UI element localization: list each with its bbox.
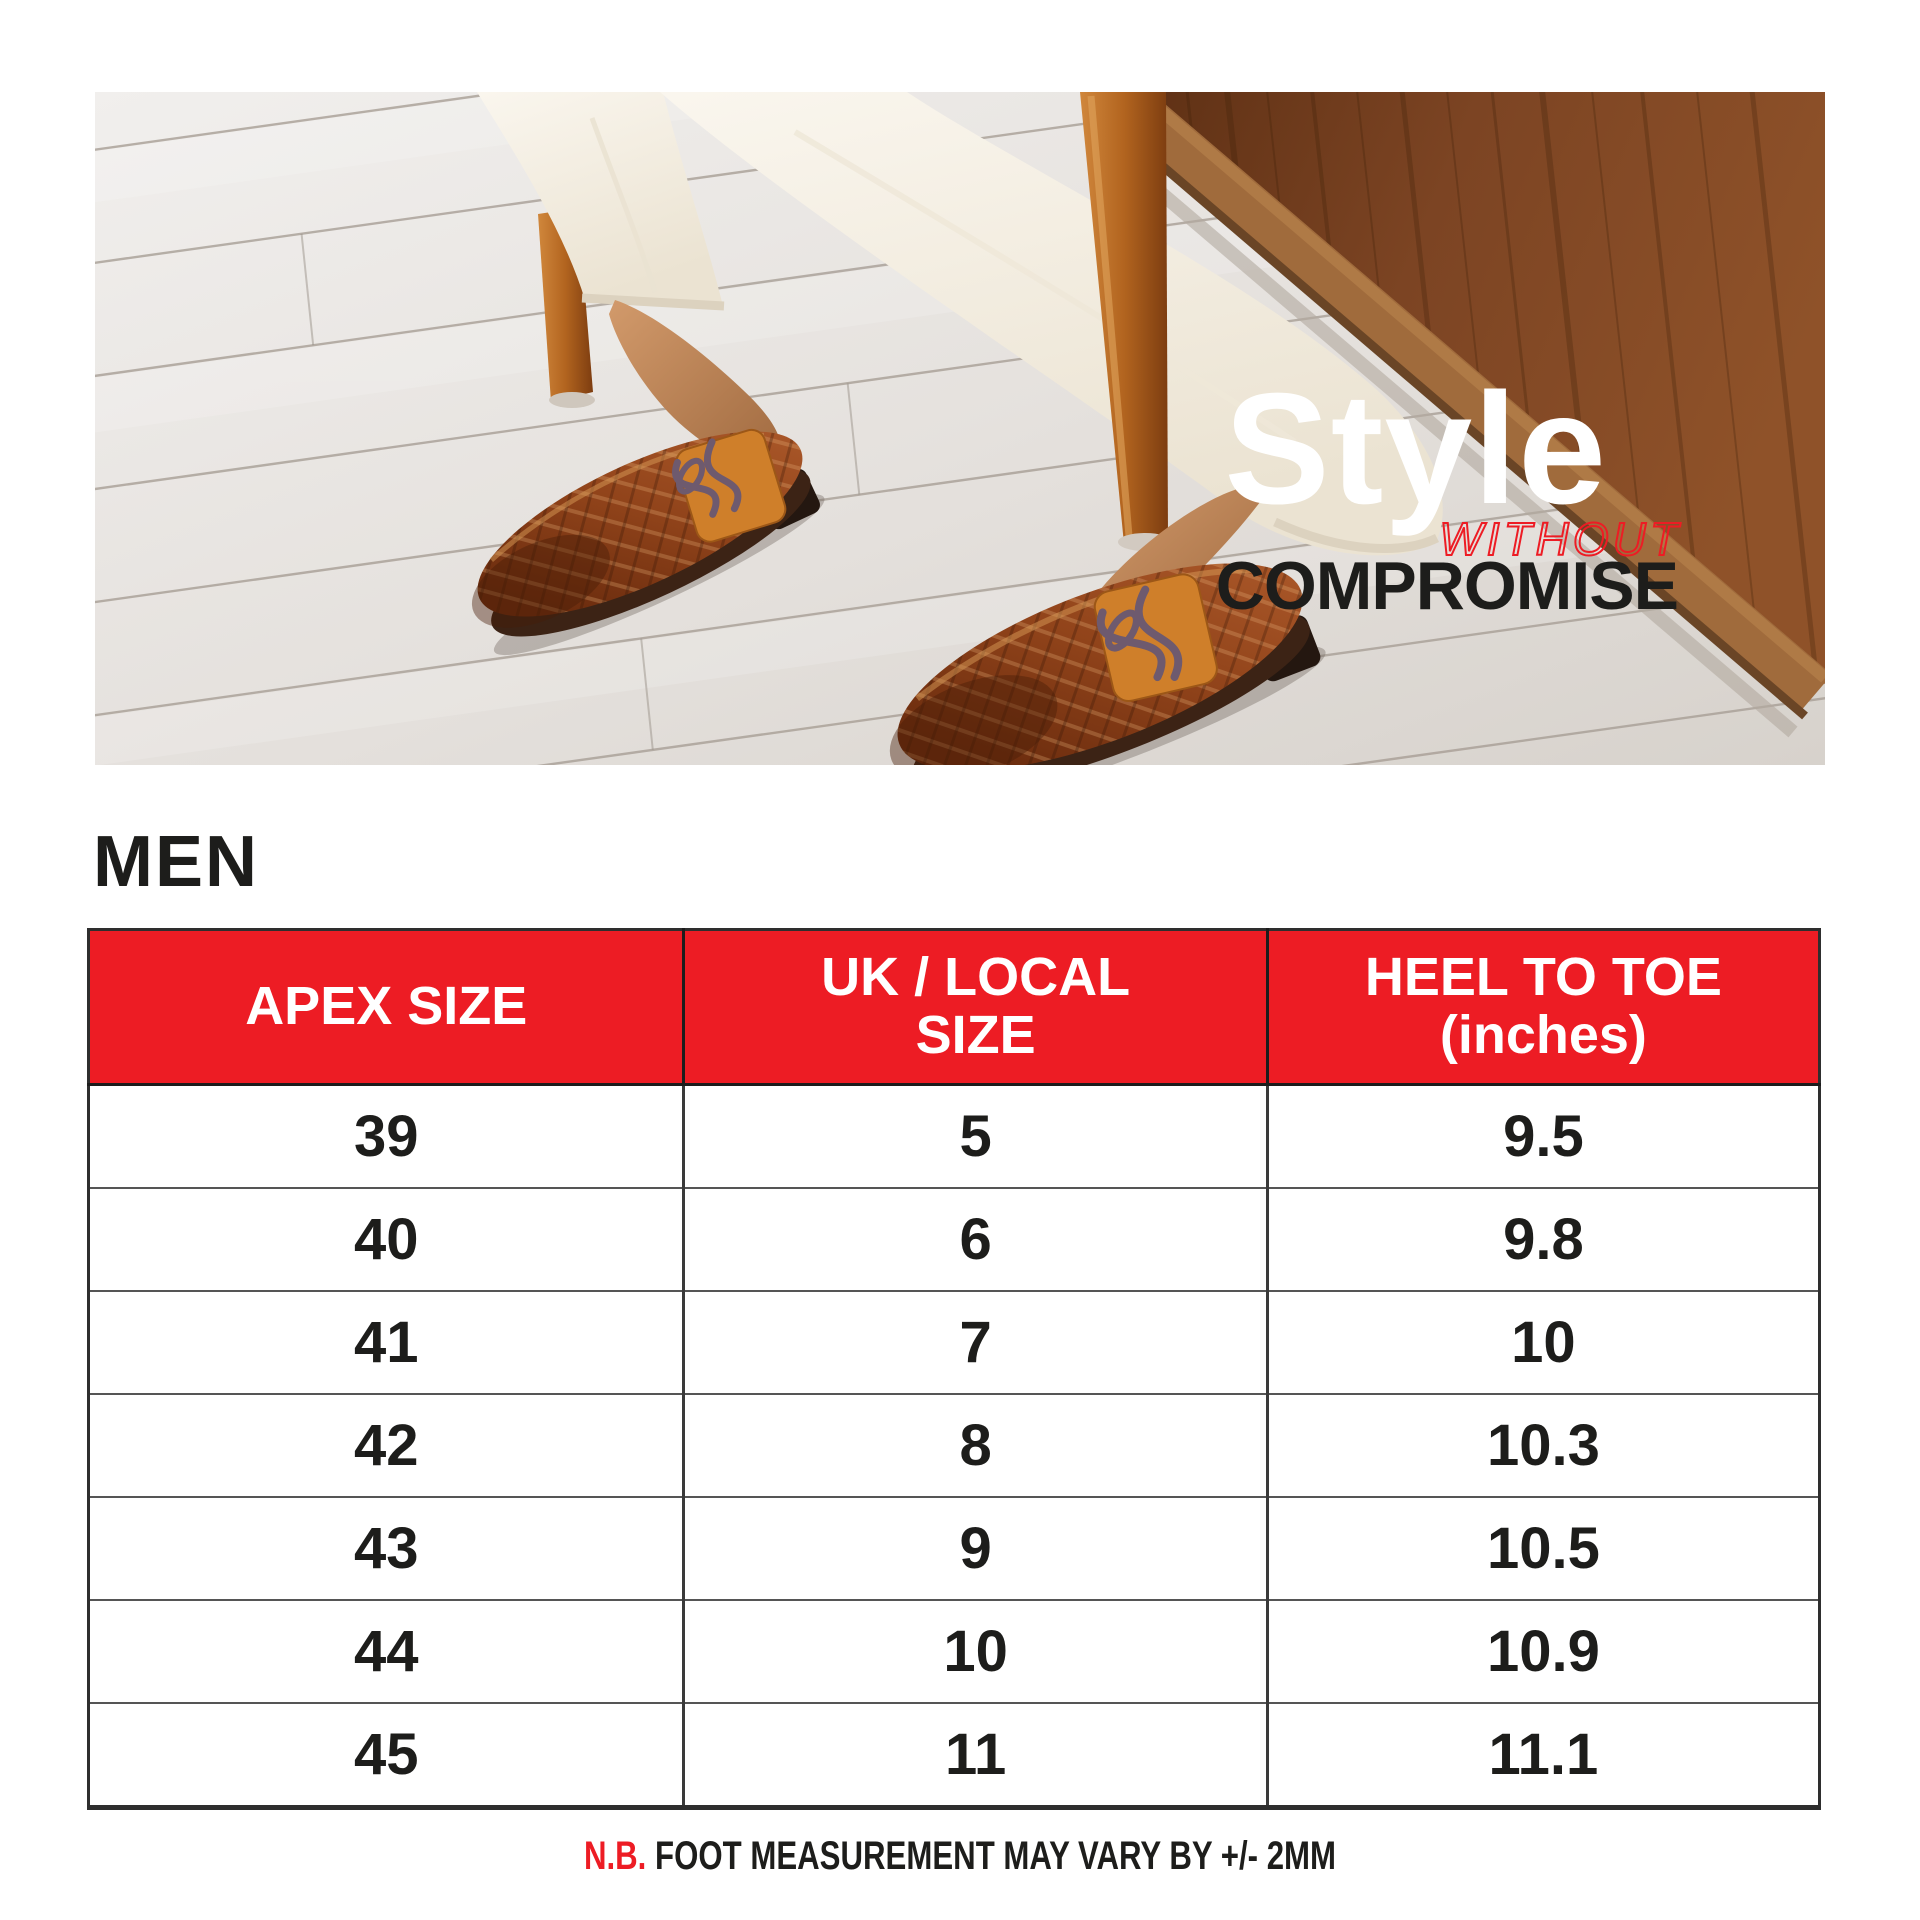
header-apex-line1: APEX SIZE xyxy=(245,976,528,1037)
size-table: APEX SIZE UK / LOCAL SIZE HEEL TO TOE (i… xyxy=(87,928,1821,1810)
table-cell-uk: 8 xyxy=(682,1393,1269,1498)
table-cell-apex: 40 xyxy=(88,1187,686,1292)
header-uk-line1: UK / LOCAL xyxy=(821,947,1131,1008)
trouser-leg-left xyxy=(477,92,723,306)
header-uk-local-size: UK / LOCAL SIZE xyxy=(682,929,1269,1086)
table-cell-heel: 10 xyxy=(1265,1290,1820,1395)
table-row: 42 8 10.3 xyxy=(88,1393,1820,1498)
header-apex-size: APEX SIZE xyxy=(88,929,686,1086)
table-cell-uk: 11 xyxy=(682,1702,1269,1808)
note-text: FOOT MEASUREMENT MAY VARY BY +/- 2MM xyxy=(655,1834,1337,1878)
table-row: 40 6 9.8 xyxy=(88,1187,1820,1292)
header-row: APEX SIZE UK / LOCAL SIZE HEEL TO TOE (i… xyxy=(88,929,1820,1086)
size-table-header: APEX SIZE UK / LOCAL SIZE HEEL TO TOE (i… xyxy=(88,929,1820,1086)
shoe-left xyxy=(471,428,825,656)
table-cell-uk: 6 xyxy=(682,1187,1269,1292)
table-cell-uk: 9 xyxy=(682,1496,1269,1601)
table-cell-apex: 43 xyxy=(88,1496,686,1601)
table-cell-apex: 42 xyxy=(88,1393,686,1498)
header-uk-line2: SIZE xyxy=(915,1005,1036,1065)
table-cell-uk: 7 xyxy=(682,1290,1269,1395)
hero-photo-illustration xyxy=(95,92,1825,765)
trouser-leg-right xyxy=(660,92,1443,556)
table-cell-apex: 41 xyxy=(88,1290,686,1395)
table-cell-uk: 10 xyxy=(682,1599,1269,1704)
size-table-body: 39 5 9.5 40 6 9.8 41 7 10 42 8 10.3 43 9 10.5 44 10 10.9 4… xyxy=(88,1083,1820,1808)
table-row: 43 9 10.5 xyxy=(88,1496,1820,1601)
note-prefix: N.B. xyxy=(583,1834,647,1878)
cabinet-baseboard xyxy=(1110,92,1825,710)
table-row: 39 5 9.5 xyxy=(88,1083,1820,1189)
table-cell-heel: 9.8 xyxy=(1265,1187,1820,1292)
table-row: 45 11 11.1 xyxy=(88,1702,1820,1808)
section-title-men: MEN xyxy=(93,822,259,902)
table-cell-heel: 9.5 xyxy=(1265,1083,1820,1189)
table-row: 41 7 10 xyxy=(88,1290,1820,1395)
table-cell-heel: 10.3 xyxy=(1265,1393,1820,1498)
table-cell-apex: 45 xyxy=(88,1702,686,1808)
header-heel-line2: (inches) xyxy=(1439,1005,1647,1065)
header-heel-line1: HEEL TO TOE xyxy=(1364,947,1722,1008)
table-cell-apex: 44 xyxy=(88,1599,686,1704)
hero-photo: Style WITHOUT COMPROMISE xyxy=(95,92,1825,765)
table-cell-heel: 11.1 xyxy=(1265,1702,1820,1808)
table-cell-heel: 10.5 xyxy=(1265,1496,1820,1601)
table-row: 44 10 10.9 xyxy=(88,1599,1820,1704)
shoe-right xyxy=(889,563,1326,765)
measurement-note: N.B. FOOT MEASUREMENT MAY VARY BY +/- 2M… xyxy=(211,1834,1709,1879)
table-cell-heel: 10.9 xyxy=(1265,1599,1820,1704)
header-heel-to-toe: HEEL TO TOE (inches) xyxy=(1265,929,1820,1086)
table-cell-uk: 5 xyxy=(682,1083,1269,1189)
ankle-left xyxy=(609,300,782,468)
table-cell-apex: 39 xyxy=(88,1083,686,1189)
